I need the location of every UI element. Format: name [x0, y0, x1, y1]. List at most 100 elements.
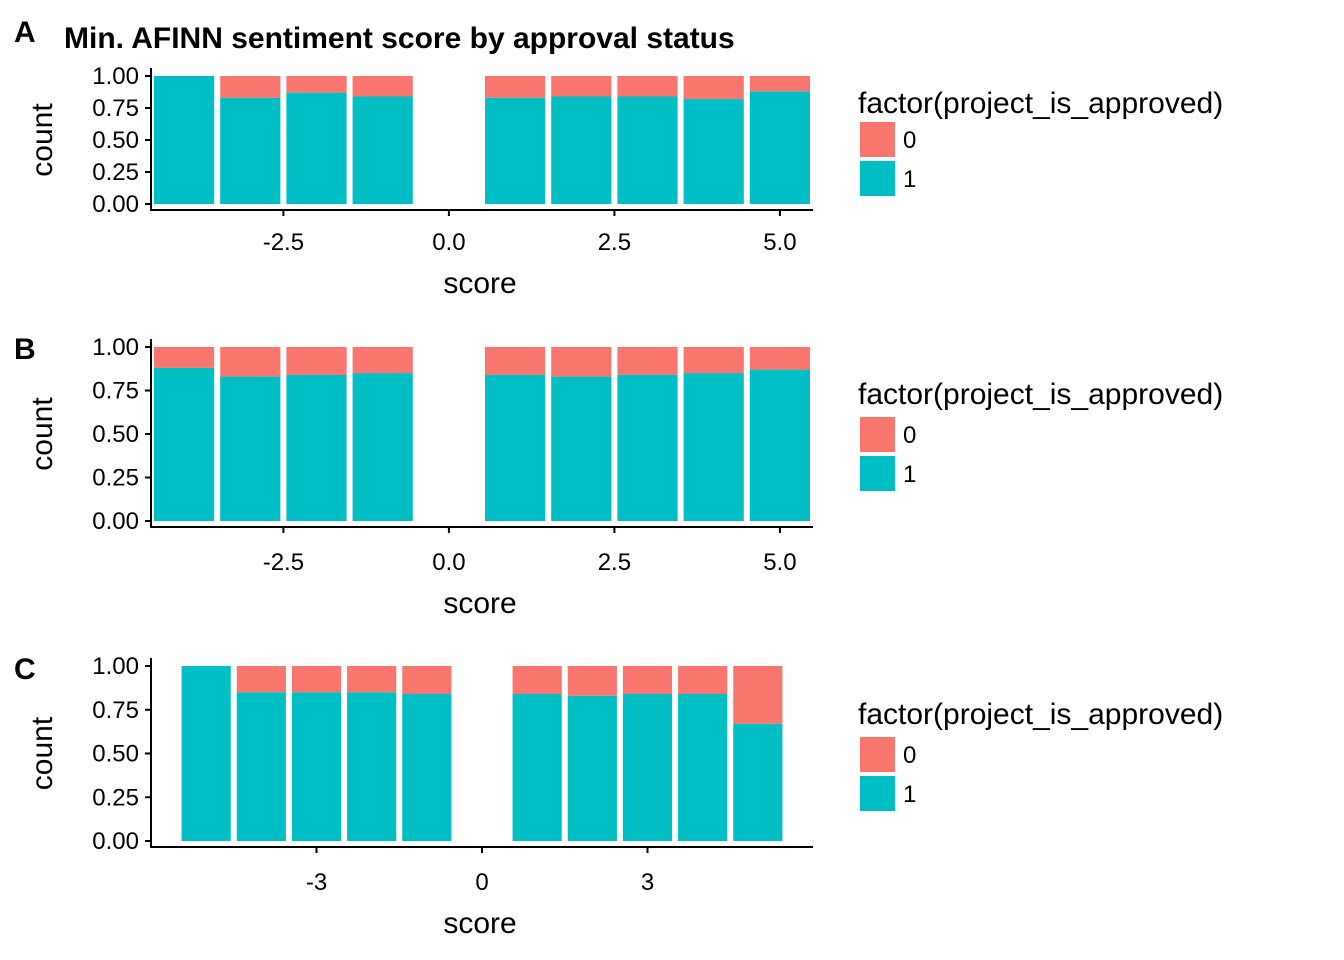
bar-approved-3: [622, 694, 673, 841]
y-tick-label: 0.00: [92, 508, 139, 535]
y-tick-label: 0.75: [92, 95, 139, 122]
legend-label: 1: [903, 781, 916, 808]
legend-label: 1: [903, 166, 916, 193]
bar-not-approved--3: [291, 666, 342, 693]
chart-panel-c: C 0.00 0.25 0.50 0.75 1.00 -3 0 3 score count facto…: [14, 653, 1223, 940]
x-tick-label: 5.0: [763, 549, 796, 576]
bar-approved-2: [551, 96, 612, 204]
bar-approved--3: [220, 97, 281, 204]
bar-not-approved--1: [352, 347, 413, 374]
bar-approved-5: [749, 91, 810, 204]
y-tick-label: 0.75: [92, 378, 139, 405]
legend-title: factor(project_is_approved): [858, 698, 1223, 731]
panel-letter: A: [14, 16, 36, 49]
y-axis-title: count: [26, 397, 59, 471]
bar-not-approved-2: [567, 666, 617, 696]
legend-label: 0: [903, 742, 916, 769]
bar-approved--4: [236, 692, 286, 841]
legend-title: factor(project_is_approved): [858, 87, 1223, 120]
bar-not-approved-5: [749, 347, 810, 370]
panel-letter: C: [14, 653, 36, 686]
y-tick-label: 0.25: [92, 784, 139, 811]
bar-approved--2: [286, 92, 347, 204]
bar-not-approved-5: [733, 666, 783, 724]
bar-approved--1: [352, 96, 413, 204]
x-tick-label: -2.5: [263, 229, 304, 256]
bar-approved--5: [181, 666, 231, 841]
legend-label: 0: [903, 127, 916, 154]
chart-panel-b: B 0.00 0.25 0.50 0.75 1.00 -2.5 0.0 2.5 5.0 score c…: [14, 333, 1223, 620]
bar-not-approved-5: [749, 76, 810, 92]
y-tick-label: 0.50: [92, 127, 139, 154]
legend-title: factor(project_is_approved): [858, 378, 1223, 411]
x-tick-label: 0: [475, 869, 488, 896]
x-axis-title: score: [443, 907, 516, 940]
y-tick-label: 0.00: [92, 828, 139, 855]
legend-key-0: [860, 737, 895, 772]
y-tick-label: 0.25: [92, 465, 139, 492]
bar-not-approved--1: [402, 666, 452, 694]
legend-label: 0: [903, 422, 916, 449]
bar-approved-4: [683, 99, 744, 204]
bar-not-approved-1: [512, 666, 562, 694]
bar-not-approved-2: [551, 76, 612, 97]
legend: factor(project_is_approved) 0 1: [858, 698, 1223, 811]
bar-not-approved-1: [485, 76, 546, 98]
legend-key-1: [860, 161, 895, 196]
bar-approved-3: [617, 374, 678, 521]
bar-not-approved-3: [617, 347, 678, 375]
bar-approved--2: [347, 692, 397, 841]
bar-approved--2: [286, 374, 347, 521]
chart-title: Min. AFINN sentiment score by approval s…: [64, 22, 735, 55]
y-tick-label: 1.00: [92, 653, 139, 680]
bar-approved-3: [617, 96, 678, 204]
bar-approved-5: [749, 369, 810, 521]
y-axis-title: count: [26, 103, 59, 177]
legend-key-1: [860, 456, 895, 491]
bar-not-approved--3: [220, 347, 281, 377]
bar-approved-5: [733, 723, 783, 841]
bar-approved--1: [352, 373, 413, 521]
bar-approved--1: [402, 694, 452, 841]
y-tick-label: 1.00: [92, 63, 139, 90]
x-tick-label: 3: [641, 869, 654, 896]
y-axis-title: count: [26, 716, 59, 790]
bar-not-approved--2: [286, 76, 347, 93]
x-tick-label: 2.5: [598, 229, 631, 256]
y-tick-label: 0.50: [92, 741, 139, 768]
y-tick-label: 0.50: [92, 421, 139, 448]
bar-approved-1: [485, 97, 546, 204]
bar-approved--4: [154, 76, 215, 204]
bar-not-approved-4: [683, 347, 744, 374]
x-axis-title: score: [443, 267, 516, 300]
panel-letter: B: [14, 333, 36, 366]
y-tick-label: 1.00: [92, 334, 139, 361]
bar-not-approved--3: [220, 76, 281, 98]
y-tick-label: 0.00: [92, 191, 139, 218]
bar-not-approved--4: [236, 666, 286, 693]
bar-not-approved-1: [485, 347, 546, 375]
x-tick-label: 2.5: [598, 549, 631, 576]
bar-not-approved--2: [286, 347, 347, 375]
legend-key-0: [860, 122, 895, 157]
bar-not-approved--4: [154, 347, 215, 368]
bar-not-approved-4: [678, 666, 728, 694]
x-tick-label: -3: [306, 869, 327, 896]
legend-label: 1: [903, 461, 916, 488]
x-axis-title: score: [443, 587, 516, 620]
legend: factor(project_is_approved) 0 1: [858, 378, 1223, 491]
bar-approved-4: [678, 694, 728, 841]
x-tick-label: -2.5: [263, 549, 304, 576]
bar-approved-1: [512, 694, 562, 841]
bar-not-approved--2: [347, 666, 397, 693]
bar-approved-4: [683, 373, 744, 521]
bar-approved-2: [551, 376, 612, 521]
x-tick-label: 0.0: [432, 229, 465, 256]
y-tick-label: 0.75: [92, 697, 139, 724]
bar-not-approved-4: [683, 76, 744, 100]
chart-panel-a: A Min. AFINN sentiment score by approval …: [14, 16, 1223, 300]
bar-not-approved--1: [352, 76, 413, 97]
bar-approved--4: [154, 367, 215, 521]
bar-not-approved-2: [551, 347, 612, 377]
